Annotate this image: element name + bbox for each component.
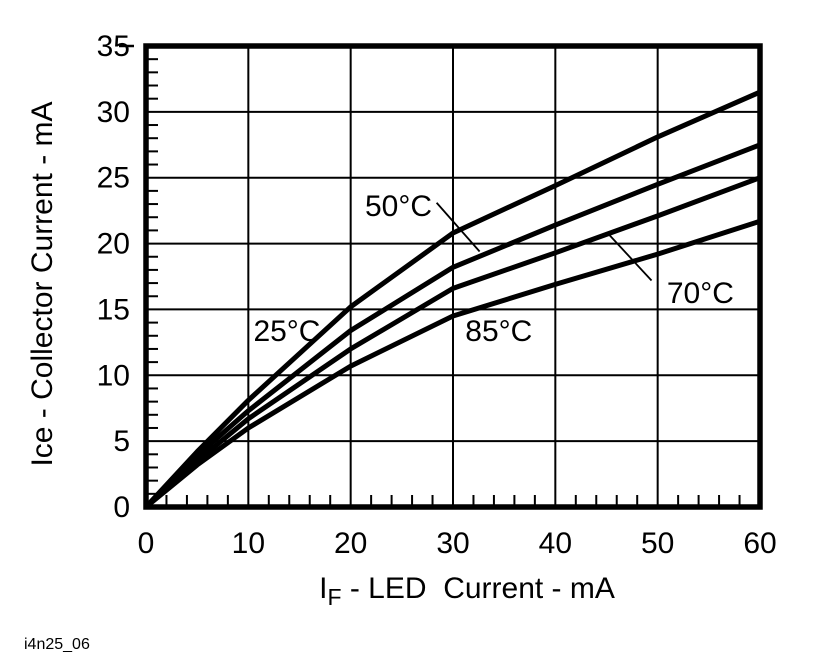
- leader-line-70C: [606, 232, 653, 282]
- figure-id-label: i4n25_06: [24, 636, 90, 653]
- gridlines: [146, 46, 760, 507]
- curve-label-25C: 25°C: [253, 315, 320, 348]
- curve-label-70C: 70°C: [667, 277, 734, 310]
- x-axis-title-symbol: I: [319, 572, 327, 605]
- curve-labels: 25°C 50°C 70°C 85°C: [253, 190, 733, 348]
- y-tick-label-20: 20: [97, 228, 130, 261]
- curve-50C: [144, 142, 761, 509]
- y-tick-label-0: 0: [113, 491, 130, 524]
- y-tick-label-30: 30: [97, 96, 130, 129]
- x-axis-title-subscript: F: [327, 584, 341, 610]
- curve-85C: [144, 218, 761, 509]
- curve-label-85C: 85°C: [465, 315, 532, 348]
- x-axis-title-rest: - LED Current - mA: [342, 572, 615, 605]
- x-tick-label-40: 40: [539, 527, 572, 560]
- plot-frame: [143, 43, 763, 510]
- y-tick-label-5: 5: [113, 425, 130, 458]
- leader-line-50C: [435, 202, 481, 253]
- axis-tick-labels: 0 10 20 30 40 50 60 0 5 10 15 20 25 30 35: [97, 30, 777, 560]
- y-tick-label-10: 10: [97, 359, 130, 392]
- x-tick-label-0: 0: [138, 527, 155, 560]
- x-tick-label-50: 50: [641, 527, 674, 560]
- y-tick-label-35: 35: [97, 30, 130, 63]
- curve-label-50C: 50°C: [365, 190, 432, 223]
- x-tick-label-60: 60: [743, 527, 776, 560]
- y-axis-title: Ice - Collector Current - mA: [26, 101, 59, 466]
- x-axis-title: IF - LED Current - mA: [319, 572, 615, 610]
- x-tick-label-30: 30: [436, 527, 469, 560]
- x-tick-label-20: 20: [334, 527, 367, 560]
- x-tick-label-10: 10: [232, 527, 265, 560]
- data-curves: [144, 89, 762, 509]
- curve-70C: [144, 175, 761, 509]
- y-tick-label-25: 25: [97, 162, 130, 195]
- y-tick-label-15: 15: [97, 293, 130, 326]
- curve-25C: [144, 89, 762, 509]
